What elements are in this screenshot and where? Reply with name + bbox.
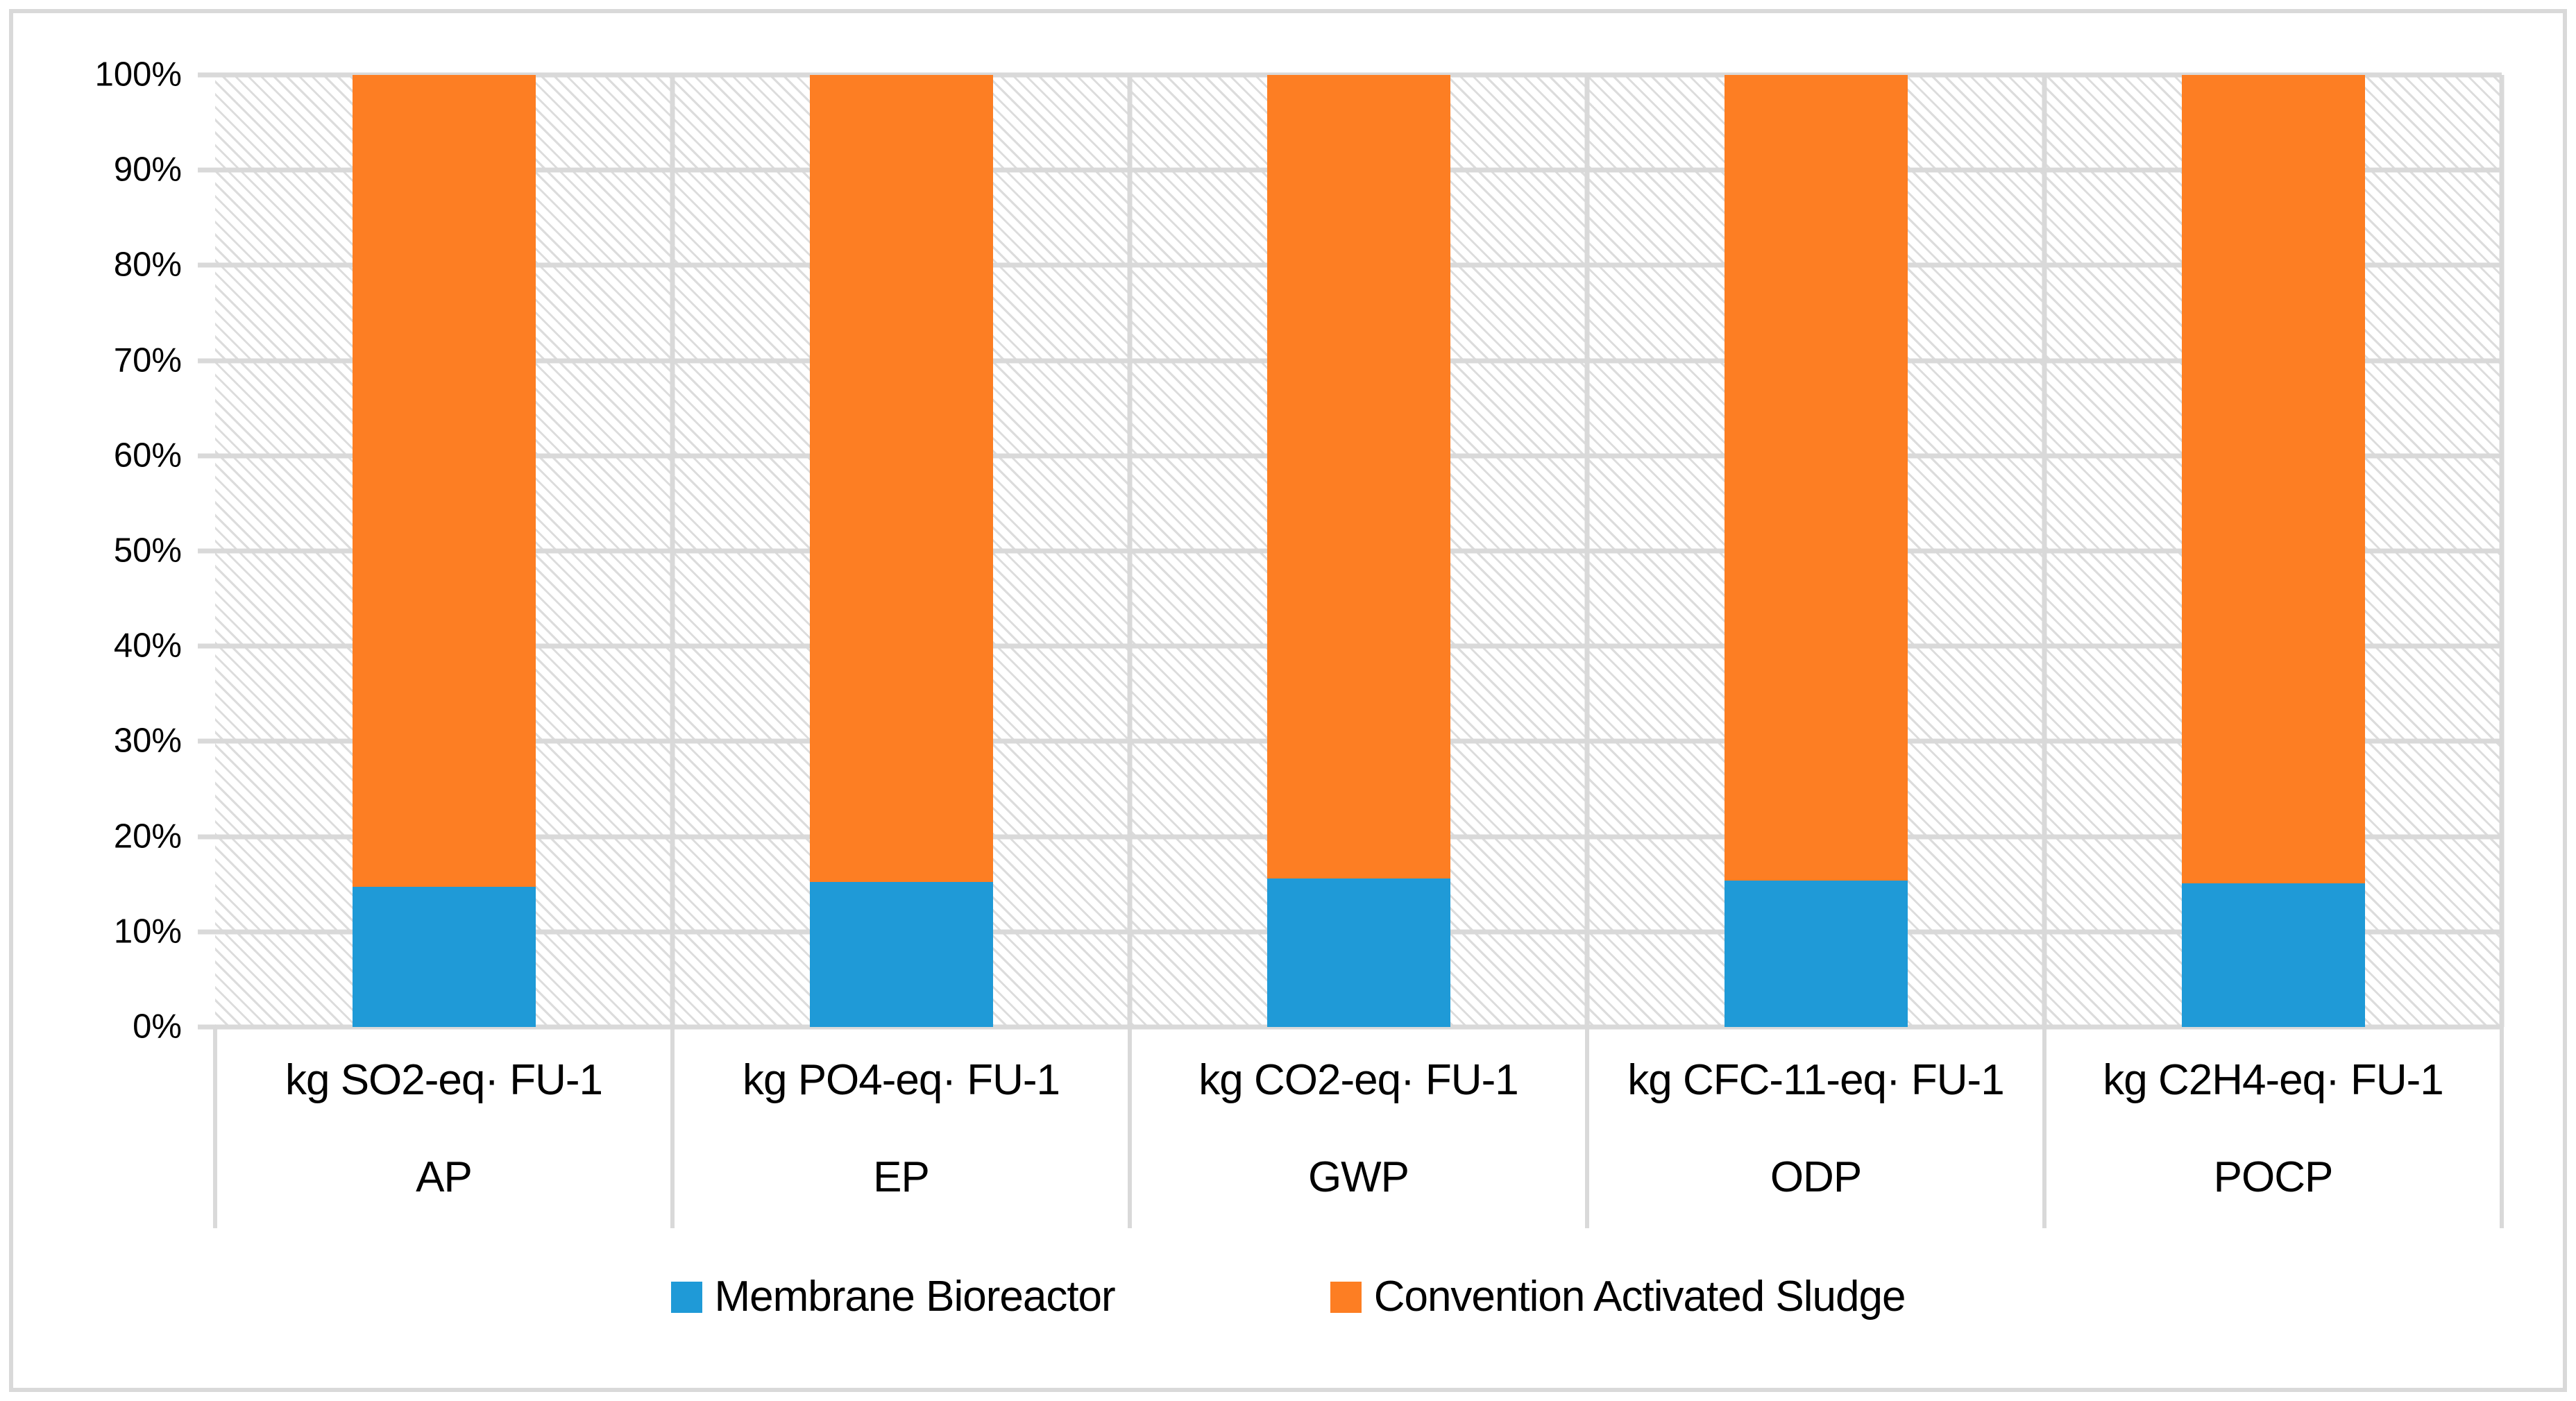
category-unit-label: kg SO2-eq· FU-1	[285, 1056, 603, 1104]
category-name-label: AP	[416, 1153, 473, 1201]
y-tick-label: 10%	[113, 912, 182, 951]
bar-segment-membrane-bioreactor	[2181, 883, 2365, 1027]
category-unit-label: kg PO4-eq· FU-1	[742, 1056, 1060, 1104]
legend-label: Convention Activated Sludge	[1373, 1273, 1906, 1321]
y-axis: 100% 90% 80% 70% 60% 50% 40% 30% 20% 10% 0%	[0, 58, 182, 1044]
category-unit-label: kg CFC-11-eq· FU-1	[1627, 1056, 2004, 1104]
legend-entry-convention-activated-sludge: Convention Activated Sludge	[1330, 1275, 1906, 1318]
y-tick-label: 60%	[113, 436, 182, 475]
vertical-gridline	[670, 75, 675, 1027]
category-name-label: POCP	[2213, 1153, 2334, 1201]
vertical-gridline	[1127, 75, 1133, 1027]
bar-segment-membrane-bioreactor	[1724, 880, 1908, 1027]
category-separator	[670, 1027, 675, 1228]
bar-ap	[352, 75, 536, 1027]
bar-odp	[1724, 75, 1908, 1027]
legend: Membrane Bioreactor Convention Activated …	[0, 1275, 2576, 1318]
bar-segment-convention-activated-sludge	[352, 75, 536, 888]
category-cell-ep: kg PO4-eq· FU-1 EP	[672, 1027, 1130, 1228]
y-tick-label: 70%	[113, 341, 182, 380]
y-tick-label: 50%	[113, 532, 182, 570]
y-tick-label: 80%	[113, 246, 182, 284]
vertical-gridline	[2042, 75, 2047, 1027]
legend-entry-membrane-bioreactor: Membrane Bioreactor	[670, 1273, 1116, 1321]
bar-segment-membrane-bioreactor	[352, 887, 536, 1027]
category-separator	[2042, 1027, 2047, 1228]
y-tick-label: 20%	[113, 817, 182, 856]
bar-gwp	[1266, 75, 1450, 1027]
category-cell-ap: kg SO2-eq· FU-1 AP	[215, 1027, 672, 1228]
y-tick-label: 90%	[113, 151, 182, 189]
category-cell-odp: kg CFC-11-eq· FU-1 ODP	[1587, 1027, 2044, 1228]
vertical-gridline	[1584, 75, 1590, 1027]
y-tick-label: 100%	[94, 56, 182, 94]
x-axis: kg SO2-eq· FU-1 AP kg PO4-eq· FU-1 EP kg CO2…	[213, 1027, 2504, 1228]
legend-label: Membrane Bioreactor	[714, 1273, 1116, 1321]
bar-segment-membrane-bioreactor	[809, 882, 993, 1027]
bar-segment-convention-activated-sludge	[1266, 75, 1450, 878]
gridline-0pct	[198, 1024, 2502, 1030]
legend-swatch-icon	[1330, 1281, 1362, 1313]
bar-segment-membrane-bioreactor	[1266, 878, 1450, 1027]
category-name-label: GWP	[1307, 1153, 1409, 1201]
bar-segment-convention-activated-sludge	[2181, 75, 2365, 883]
vertical-gridline	[2499, 75, 2505, 1027]
category-name-label: ODP	[1770, 1153, 1862, 1201]
y-tick-label: 30%	[113, 722, 182, 760]
category-separator	[213, 1027, 217, 1228]
category-cell-gwp: kg CO2-eq· FU-1 GWP	[1130, 1027, 1587, 1228]
category-separator	[2500, 1027, 2504, 1228]
y-tick-label: 40%	[113, 627, 182, 665]
bar-ep	[809, 75, 993, 1027]
bar-segment-convention-activated-sludge	[1724, 75, 1908, 881]
legend-swatch-icon	[670, 1281, 702, 1313]
bar-pocp	[2181, 75, 2365, 1027]
category-separator	[1128, 1027, 1132, 1228]
category-name-label: EP	[873, 1153, 930, 1201]
bar-segment-convention-activated-sludge	[809, 75, 993, 883]
y-tick-label: 0%	[133, 1008, 182, 1046]
plot-area	[198, 72, 2505, 1030]
category-unit-label: kg CO2-eq· FU-1	[1198, 1056, 1518, 1104]
category-cell-pocp: kg C2H4-eq· FU-1 POCP	[2044, 1027, 2502, 1228]
category-separator	[1585, 1027, 1589, 1228]
category-unit-label: kg C2H4-eq· FU-1	[2103, 1056, 2443, 1104]
